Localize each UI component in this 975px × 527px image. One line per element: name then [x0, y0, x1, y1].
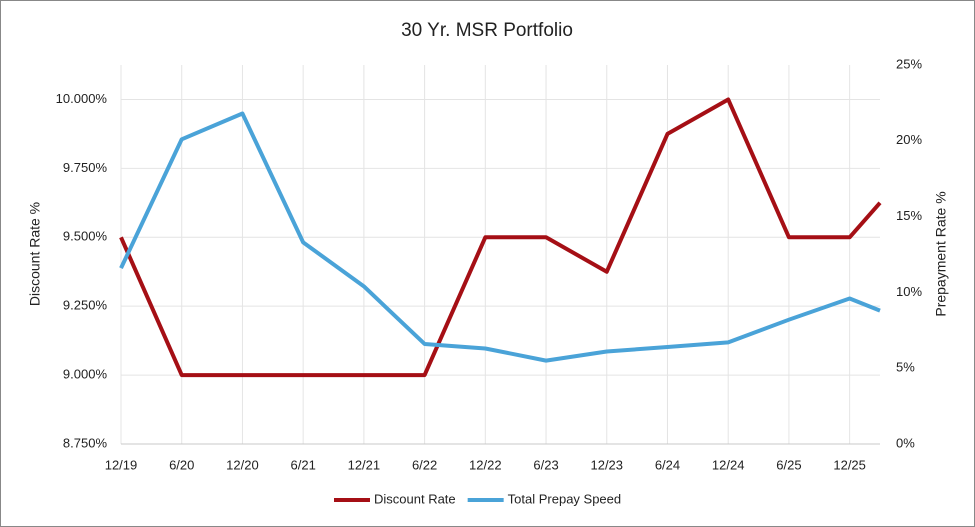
y-tick-label: 9.000%: [63, 367, 108, 382]
x-tick-label: 12/25: [833, 457, 866, 472]
legend-label: Discount Rate: [374, 491, 456, 506]
y-axis-label: Discount Rate %: [27, 202, 43, 306]
chart-title: 30 Yr. MSR Portfolio: [401, 20, 573, 41]
y-tick-label: 9.750%: [63, 160, 108, 175]
x-tick-label: 6/23: [533, 457, 558, 472]
y2-tick-label: 10%: [896, 284, 922, 299]
y-tick-label: 10.000%: [56, 91, 108, 106]
x-tick-label: 6/21: [291, 457, 316, 472]
y-tick-label: 8.750%: [63, 435, 108, 450]
y2-tick-label: 5%: [896, 360, 915, 375]
x-tick-label: 12/24: [712, 457, 745, 472]
x-tick-label: 12/23: [590, 457, 623, 472]
y2-tick-label: 0%: [896, 435, 915, 450]
y2-tick-label: 25%: [896, 56, 922, 71]
y2-axis-label: Prepayment Rate %: [933, 191, 949, 316]
x-tick-label: 6/25: [776, 457, 801, 472]
series-line: [119, 97, 882, 378]
x-tick-label: 12/20: [226, 457, 259, 472]
x-tick-label: 6/24: [655, 457, 680, 472]
legend-label: Total Prepay Speed: [508, 491, 621, 506]
y2-tick-label: 15%: [896, 208, 922, 223]
y-tick-label: 9.500%: [63, 229, 108, 244]
y-tick-label: 9.250%: [63, 298, 108, 313]
x-tick-label: 12/19: [105, 457, 138, 472]
x-tick-label: 6/20: [169, 457, 194, 472]
x-tick-label: 12/21: [348, 457, 381, 472]
series-line: [119, 111, 881, 363]
x-tick-label: 12/22: [469, 457, 502, 472]
y2-tick-label: 20%: [896, 132, 922, 147]
x-tick-label: 6/22: [412, 457, 437, 472]
